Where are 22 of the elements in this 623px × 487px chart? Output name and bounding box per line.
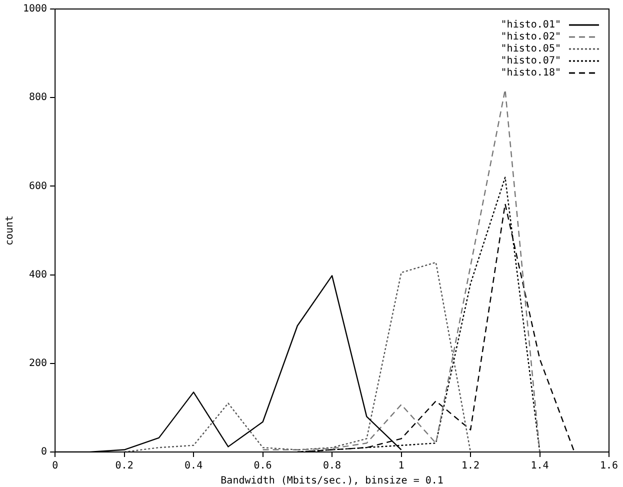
legend-label: "histo.02" <box>500 32 561 43</box>
y-tick-label: 600 <box>29 180 48 192</box>
legend-label: "histo.07" <box>500 56 561 67</box>
legend-label: "histo.05" <box>500 44 561 55</box>
x-tick-label: 1.6 <box>600 460 618 472</box>
y-tick-label: 400 <box>29 269 48 280</box>
x-tick-label: 1.2 <box>461 460 480 472</box>
x-tick-label: 0.4 <box>184 460 203 472</box>
y-axis-title: count <box>4 215 16 246</box>
y-tick-label: 200 <box>29 358 48 369</box>
x-tick-label: 1 <box>398 460 404 472</box>
x-tick-label: 0.8 <box>323 460 342 472</box>
x-axis-title: Bandwidth (Mbits/sec.), binsize = 0.1 <box>220 476 444 487</box>
x-tick-label: 0.2 <box>115 460 134 472</box>
y-tick-label: 800 <box>29 92 48 104</box>
y-tick-label: 0 <box>41 446 48 458</box>
legend-label: "histo.18" <box>500 68 561 79</box>
y-tick-label: 1000 <box>22 4 48 15</box>
x-tick-label: 0 <box>52 460 58 472</box>
x-tick-label: 0.6 <box>254 460 272 472</box>
x-tick-label: 1.4 <box>530 460 549 472</box>
legend-label: "histo.01" <box>500 20 561 31</box>
